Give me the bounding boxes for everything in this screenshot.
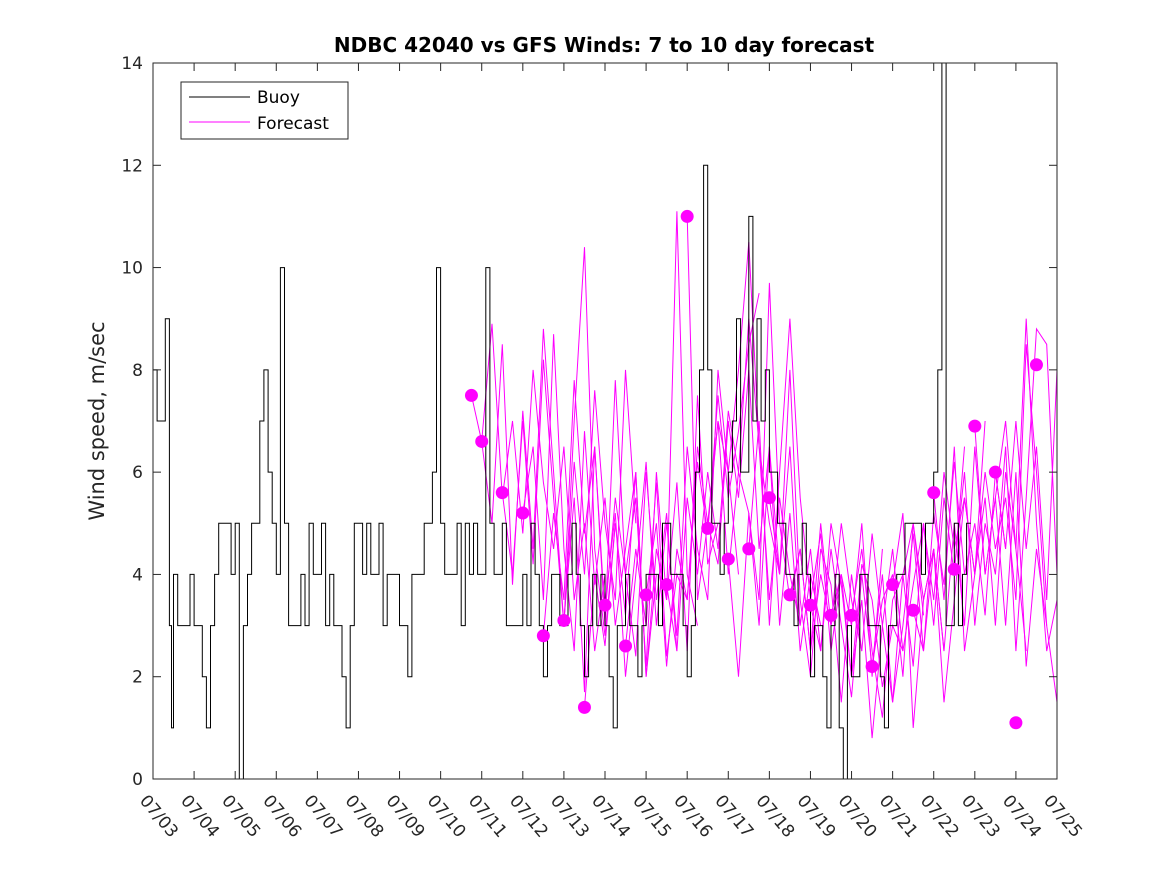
forecast-marker <box>598 598 612 612</box>
forecast-line <box>501 359 637 626</box>
plot-area <box>152 62 1058 780</box>
y-tick-label: 2 <box>132 668 143 688</box>
forecast-marker <box>701 521 715 535</box>
forecast-line <box>563 211 698 693</box>
forecast-marker <box>865 659 879 673</box>
forecast-marker <box>927 486 941 500</box>
forecast-marker <box>577 700 591 714</box>
forecast-marker <box>762 491 776 505</box>
forecast-marker <box>906 603 920 617</box>
forecast-marker <box>988 465 1002 479</box>
chart-title: NDBC 42040 vs GFS Winds: 7 to 10 day for… <box>334 33 875 57</box>
series-layer <box>153 63 1057 779</box>
forecast-marker <box>639 588 653 602</box>
forecast-marker <box>947 562 961 576</box>
forecast-marker <box>536 629 550 643</box>
forecast-marker <box>495 486 509 500</box>
forecast-marker <box>1009 716 1023 730</box>
legend-box <box>180 81 349 140</box>
forecast-line <box>933 318 1057 652</box>
forecast-marker <box>824 608 838 622</box>
y-tick-label: 6 <box>132 463 143 483</box>
forecast-line <box>912 344 1048 703</box>
forecast-line <box>625 293 760 657</box>
forecast-line <box>830 446 965 739</box>
forecast-line <box>892 420 1027 728</box>
forecast-marker <box>803 598 817 612</box>
forecast-marker <box>886 578 900 592</box>
forecast-line <box>810 523 945 698</box>
forecast-marker <box>464 388 478 402</box>
forecast-marker <box>968 419 982 433</box>
y-axis-label: Wind speed, m/sec <box>85 321 109 520</box>
forecast-marker <box>845 608 859 622</box>
y-tick-label: 0 <box>132 770 143 790</box>
forecast-marker <box>619 639 633 653</box>
forecast-marker <box>516 506 530 520</box>
y-tick-label: 12 <box>121 156 143 176</box>
forecast-line <box>604 369 739 677</box>
forecast-marker <box>680 209 694 223</box>
forecast-marker <box>721 552 735 566</box>
forecast-marker <box>1029 358 1043 372</box>
y-tick-label: 4 <box>132 565 143 585</box>
y-tick-label: 10 <box>121 259 143 279</box>
forecast-line <box>789 523 924 703</box>
forecast-marker <box>557 613 571 627</box>
forecast-marker <box>475 434 489 448</box>
forecast-line <box>974 426 1057 703</box>
plot-frame-fill <box>153 63 1057 779</box>
y-axis: 0 2 4 6 8 10 12 14 <box>121 54 1057 790</box>
forecast-line <box>953 327 1057 652</box>
y-tick-label: 14 <box>121 54 143 74</box>
forecast-marker <box>783 588 797 602</box>
legend-label-buoy: Buoy <box>257 88 300 108</box>
forecast-line <box>522 334 657 677</box>
forecast-line <box>471 323 606 652</box>
legend: Buoy Forecast <box>180 81 349 140</box>
forecast-marker <box>742 542 756 556</box>
y-tick-label: 8 <box>132 361 143 381</box>
legend-label-forecast: Forecast <box>257 114 329 134</box>
forecast-line <box>748 318 883 677</box>
forecast-line <box>994 369 1057 601</box>
forecast-marker <box>660 578 674 592</box>
series-group <box>153 63 1057 779</box>
